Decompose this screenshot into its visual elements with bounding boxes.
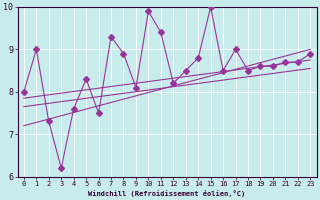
X-axis label: Windchill (Refroidissement éolien,°C): Windchill (Refroidissement éolien,°C) (88, 190, 246, 197)
